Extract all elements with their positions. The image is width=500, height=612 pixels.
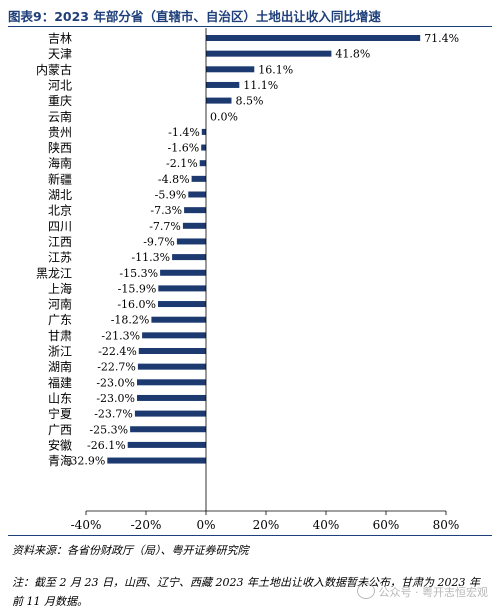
data-label: -23.7%: [94, 408, 133, 421]
chart-area: 吉林 71.4% 天津 41.8% 内蒙古 16.1% 河北 11.1% 重庆 8.5% 云南 0.0…: [36, 28, 460, 532]
category-label: 江西: [48, 235, 72, 249]
category-label: 广东: [48, 313, 72, 327]
category-label: 黑龙江: [36, 266, 72, 280]
bar: [206, 66, 255, 73]
bar: [130, 426, 206, 433]
data-label: -15.3%: [119, 267, 158, 280]
data-label: -15.9%: [118, 282, 157, 295]
source-note: 资料来源：各省份财政厅（局）、粤开证券研究院: [12, 544, 249, 557]
wechat-icon: [356, 583, 375, 599]
data-label: -7.3%: [150, 204, 182, 217]
category-label: 青海: [48, 453, 72, 468]
bar: [142, 332, 206, 339]
category-label: 上海: [48, 281, 72, 296]
data-label: -11.3%: [131, 251, 170, 264]
category-label: 山东: [48, 391, 72, 405]
bar: [206, 81, 240, 88]
data-label: 11.1%: [243, 79, 278, 92]
category-label: 河北: [48, 78, 72, 92]
bar: [138, 348, 206, 354]
category-label: 云南: [48, 109, 72, 124]
category-label: 吉林: [48, 32, 72, 46]
data-label: -22.7%: [97, 361, 136, 374]
bar: [201, 144, 206, 151]
x-tick-label: 20%: [253, 518, 280, 532]
watermark-text: 公众号 · 粤开志恒宏观: [378, 586, 489, 599]
data-label: -23.0%: [96, 392, 135, 405]
category-label: 浙江: [48, 345, 72, 359]
title-bar: 图表9：2023 年部分省（直辖市、自治区）土地出让收入同比增速: [8, 4, 492, 27]
bar: [107, 457, 206, 464]
bar: [137, 363, 206, 370]
category-label: 宁夏: [48, 406, 72, 421]
data-label: 71.4%: [424, 32, 459, 45]
data-label: -22.4%: [98, 345, 137, 358]
data-label: -1.4%: [168, 126, 200, 139]
category-label: 天津: [48, 47, 72, 61]
bar: [137, 394, 206, 401]
category-label: 湖南: [48, 359, 72, 374]
data-label: 0.0%: [210, 110, 238, 123]
data-label: -5.9%: [155, 189, 187, 202]
bar: [137, 379, 206, 386]
data-label: -26.1%: [87, 439, 126, 452]
bar: [191, 175, 206, 182]
category-label: 广西: [48, 423, 72, 437]
data-label: -23.0%: [96, 376, 135, 389]
bar: [158, 301, 206, 308]
x-tick-label: 0%: [196, 518, 215, 532]
category-label: 新疆: [48, 171, 72, 186]
category-label: 贵州: [48, 125, 72, 139]
x-tick-label: 40%: [313, 518, 340, 532]
data-label: -25.3%: [89, 423, 128, 436]
category-label: 江苏: [48, 251, 72, 265]
category-label: 安徽: [48, 437, 72, 452]
bar: [158, 285, 206, 292]
x-tick-label: 80%: [433, 518, 460, 532]
bar: [172, 254, 206, 261]
bar: [206, 97, 232, 104]
x-tick-label: 60%: [373, 518, 400, 532]
bar: [182, 222, 206, 229]
bar: [206, 35, 421, 41]
bar: [199, 160, 206, 167]
x-tick-label: -40%: [71, 518, 102, 532]
bar: [160, 269, 206, 276]
data-label: 41.8%: [335, 48, 370, 61]
data-label: 16.1%: [258, 63, 293, 76]
watermark: 公众号 · 粤开志恒宏观: [356, 583, 489, 600]
data-label: 32.9%: [70, 455, 105, 468]
bar: [127, 441, 206, 448]
chart-title: 图表9：2023 年部分省（直辖市、自治区）土地出让收入同比增速: [8, 9, 381, 24]
category-label: 北京: [48, 204, 72, 218]
category-label: 海南: [48, 156, 72, 171]
category-label: 内蒙古: [36, 62, 72, 77]
x-tick-label: -20%: [131, 518, 162, 532]
data-label: -2.1%: [166, 157, 198, 170]
bar: [134, 410, 206, 417]
data-label: -9.7%: [143, 235, 175, 248]
bar: [151, 316, 206, 323]
category-label: 湖北: [48, 187, 72, 202]
data-label: -1.6%: [168, 142, 200, 155]
category-label: 陕西: [48, 140, 72, 155]
data-label: -7.7%: [149, 220, 181, 233]
category-label: 甘肃: [48, 329, 72, 343]
bottom-rule: [8, 535, 492, 536]
bar: [184, 207, 206, 214]
category-label: 重庆: [48, 94, 72, 108]
bar: [188, 191, 206, 198]
bar: [201, 128, 206, 135]
category-label: 福建: [48, 375, 72, 390]
data-label: -18.2%: [111, 314, 150, 327]
data-label: 8.5%: [236, 95, 264, 108]
data-label: -4.8%: [158, 173, 190, 186]
data-label: -21.3%: [101, 329, 140, 342]
category-label: 河南: [48, 297, 72, 312]
category-label: 四川: [48, 219, 72, 233]
bar: [206, 50, 332, 57]
bar: [176, 238, 206, 245]
data-label: -16.0%: [117, 298, 156, 311]
